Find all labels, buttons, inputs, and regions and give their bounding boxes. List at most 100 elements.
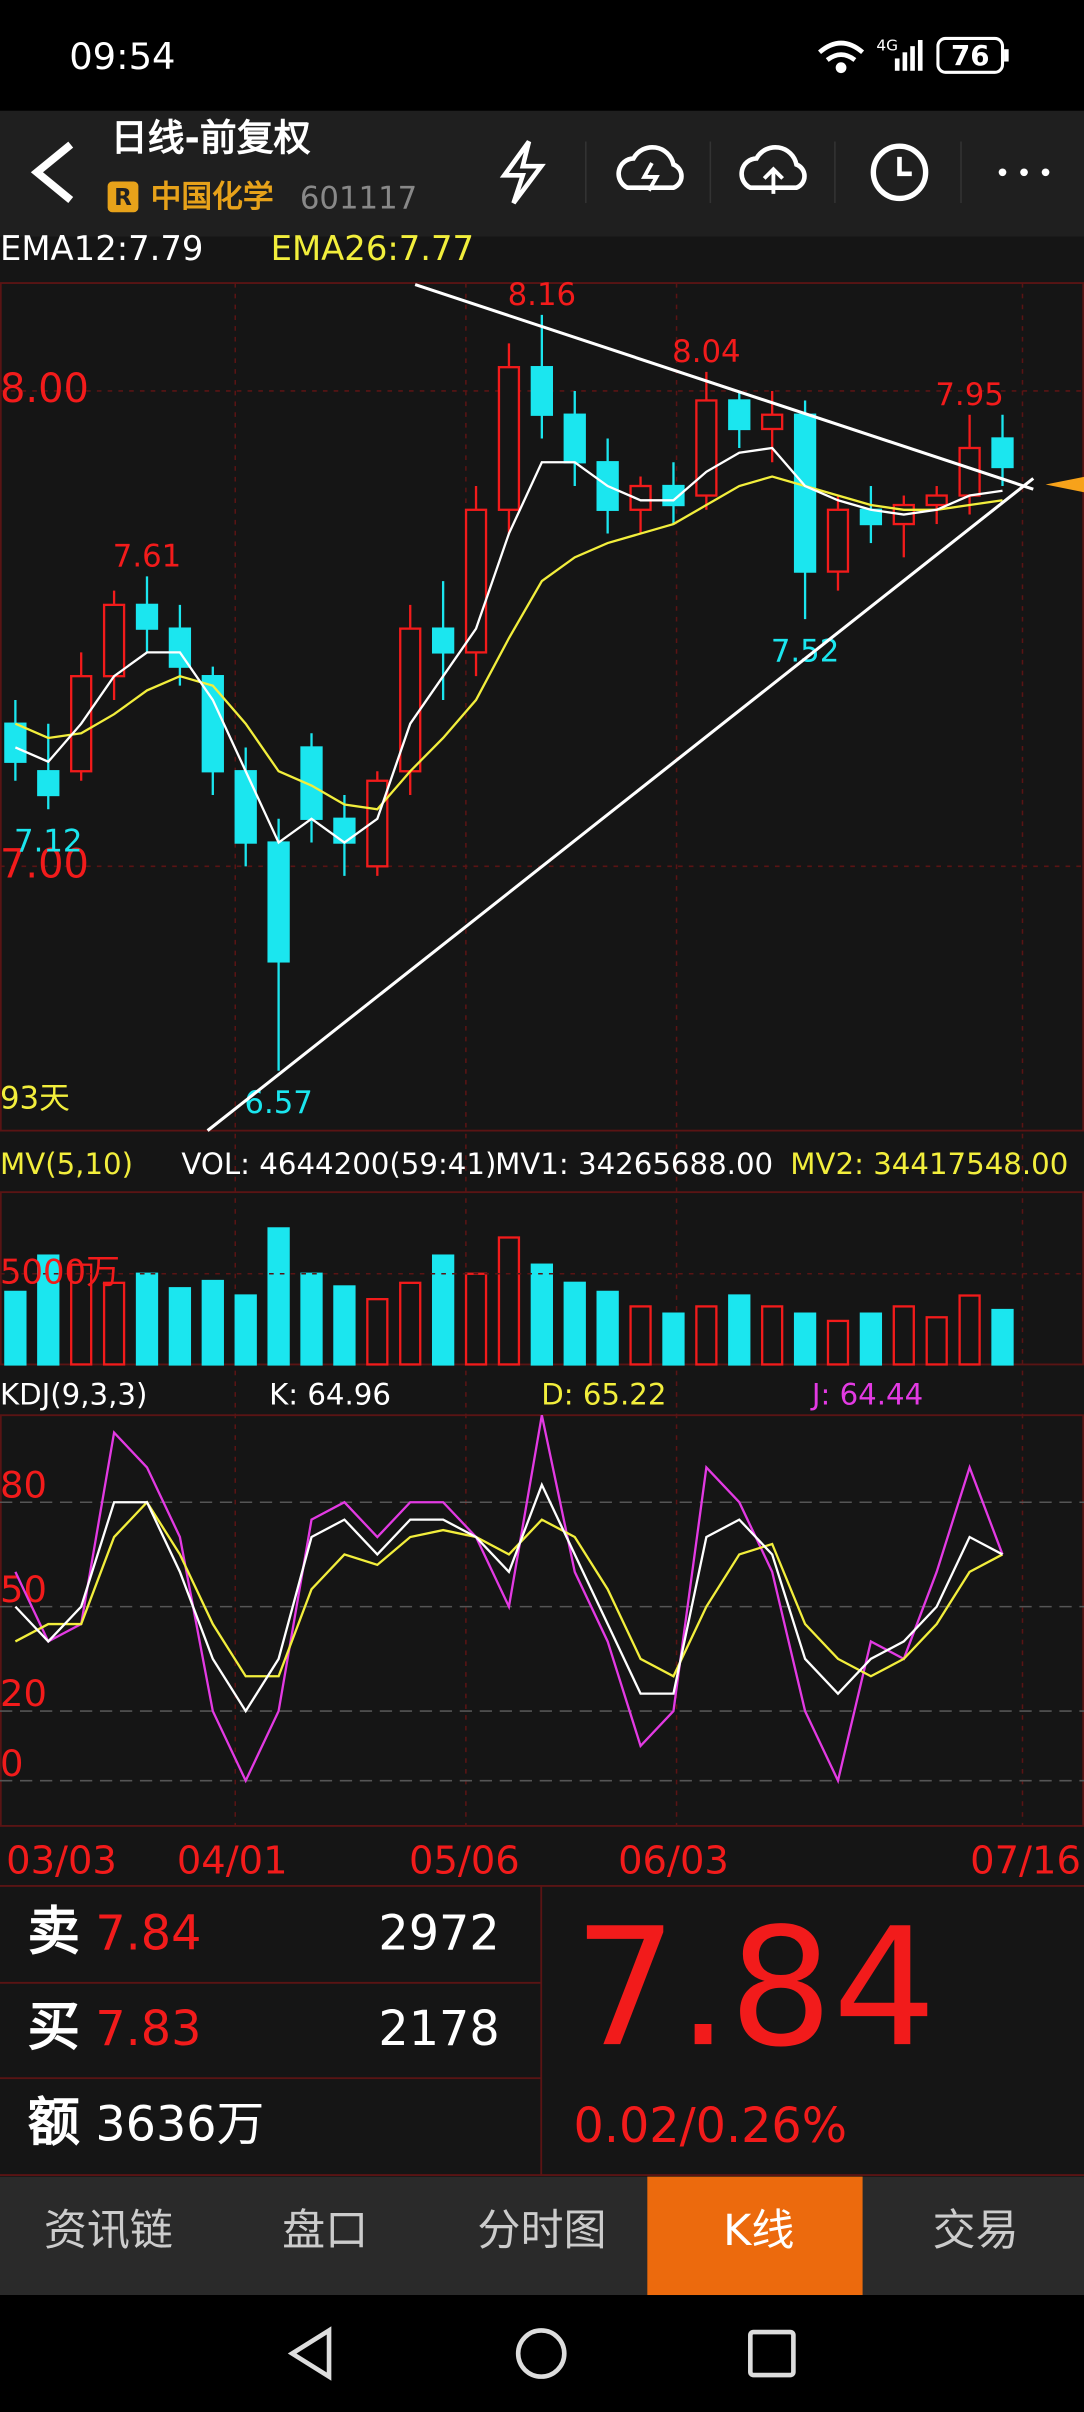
ema12-label: EMA12:7.79: [0, 229, 203, 268]
high-label: 8.04: [672, 334, 740, 370]
sell-price: 7.84: [95, 1907, 201, 1962]
candle-body: [728, 399, 751, 431]
battery-level: 76: [951, 39, 990, 72]
volume-bar: [333, 1285, 356, 1366]
stock-name: 中国化学: [151, 179, 274, 215]
candle-body: [4, 722, 27, 763]
k-label: K: 64.96: [269, 1378, 391, 1412]
candle-body: [563, 413, 586, 464]
tab[interactable]: 交易: [933, 2206, 1019, 2256]
tab[interactable]: K线: [723, 2206, 794, 2256]
y-tick-label: 7.00: [0, 841, 89, 887]
badge-bg: [107, 181, 139, 213]
kdj-tick-label: 80: [0, 1463, 47, 1506]
low-label: 6.57: [244, 1085, 312, 1121]
ema26-label: EMA26:7.77: [271, 229, 474, 268]
date-label: 06/03: [618, 1838, 729, 1883]
nav-recent[interactable]: [748, 2329, 796, 2378]
clock-icon[interactable]: [870, 143, 929, 202]
nav-back[interactable]: [287, 2326, 332, 2381]
volume-bar: [563, 1281, 586, 1366]
y-tick-label: 8.00: [0, 366, 89, 412]
last-price: 7.84: [574, 1894, 937, 2083]
mv-label: MV(5,10): [0, 1147, 133, 1181]
clock: 09:54: [69, 35, 175, 78]
nav-bar: [0, 2295, 1084, 2412]
vol-label: VOL: 4644200(59:41): [181, 1147, 496, 1181]
volume-bar: [300, 1272, 323, 1366]
low-label: 7.12: [14, 824, 82, 860]
tab[interactable]: 分时图: [477, 2206, 606, 2256]
wifi-icon: [818, 40, 865, 74]
battery-tip: [1004, 49, 1009, 62]
candle-body: [234, 770, 257, 844]
cloud-upload-icon[interactable]: [739, 144, 807, 190]
kdj-tick-label: 0: [0, 1742, 23, 1785]
j-label: J: 64.44: [810, 1378, 923, 1412]
k-line: [14, 1481, 1004, 1714]
date-label: 04/01: [177, 1838, 288, 1883]
volume-bar: [761, 1305, 784, 1366]
kdj-label: KDJ(9,3,3): [0, 1378, 147, 1412]
page-title: 日线-前复权: [111, 116, 311, 159]
volume-bar: [629, 1305, 652, 1366]
signal-icon: [894, 39, 923, 71]
active-tab-bg: [647, 2176, 863, 2296]
d-label: D: 65.22: [541, 1378, 666, 1412]
amount-label: 额: [28, 2092, 80, 2153]
sell-volume: 2972: [378, 1907, 499, 1962]
clock-hands: [897, 156, 912, 177]
kdj-tick-label: 20: [0, 1672, 47, 1715]
candle-body: [530, 366, 553, 416]
ema26-line: [14, 475, 1003, 811]
price-pointer: [1045, 476, 1084, 493]
flash-icon[interactable]: [499, 140, 546, 205]
nav-home[interactable]: [515, 2328, 567, 2379]
volume-bar: [793, 1312, 817, 1366]
candle-body: [826, 508, 850, 573]
volume-bar: [267, 1227, 290, 1366]
badge: R: [114, 185, 132, 211]
volume-bar: [695, 1305, 718, 1366]
price-change: 0.02/0.26%: [574, 2099, 848, 2154]
volume-bar: [201, 1279, 224, 1366]
volume-bar: [826, 1319, 850, 1366]
volume-bar: [135, 1272, 159, 1366]
volume-bar: [859, 1312, 883, 1366]
candle-body: [629, 484, 652, 511]
tab[interactable]: 盘口: [282, 2206, 368, 2256]
date-label: 07/16: [970, 1838, 1081, 1883]
candle-body: [793, 413, 817, 573]
trendlines: [206, 283, 1035, 1132]
ema12-line: [14, 446, 1003, 845]
candle-body: [497, 366, 521, 511]
buy-label: 买: [28, 1997, 80, 2058]
mv1-label: MV1: 34265688.00: [495, 1147, 773, 1181]
volume-bar: [4, 1290, 27, 1366]
back-button[interactable]: [30, 141, 74, 203]
volume-bar: [168, 1287, 192, 1366]
d-line: [14, 1500, 1004, 1678]
volume-bar: [102, 1281, 126, 1366]
tab[interactable]: 资讯链: [44, 2206, 173, 2256]
upload-arrow: [762, 166, 784, 194]
volume-bar: [234, 1294, 257, 1366]
mv2-label: MV2: 34417548.00: [790, 1147, 1068, 1181]
volume-bar: [37, 1254, 60, 1366]
candle-body: [37, 770, 60, 797]
volume-bar: [464, 1272, 488, 1366]
tab-bar: [0, 2176, 1084, 2296]
candle-body: [102, 603, 126, 678]
high-label: 7.61: [113, 538, 181, 574]
more-button[interactable]: [998, 168, 1050, 177]
buy-volume: 2178: [378, 2002, 499, 2057]
j-line: [14, 1414, 1004, 1785]
volume-bar: [662, 1312, 685, 1366]
cloud-icon[interactable]: [616, 144, 684, 190]
amount-value: 3636万: [95, 2097, 264, 2152]
stock-code: 601117: [300, 180, 417, 216]
